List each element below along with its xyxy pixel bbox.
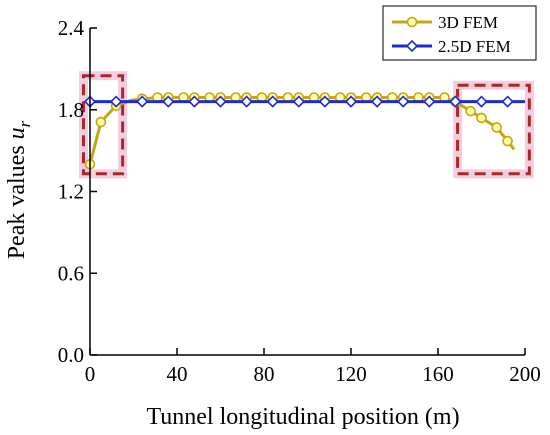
series-1-point-11	[370, 95, 384, 108]
series-1-point-9	[318, 95, 332, 108]
legend-label-3d: 3D FEM	[438, 13, 498, 32]
y-axis-title: Peak values ur	[4, 120, 34, 259]
series-layer	[83, 92, 525, 170]
series-1-point-3	[162, 95, 175, 108]
y-tick-label-0: 0.0	[58, 343, 84, 367]
x-tick-label-2: 80	[254, 362, 275, 386]
axes	[89, 28, 525, 356]
series-0-point-28	[465, 105, 476, 117]
series-1-point-4	[188, 95, 201, 108]
series-1-point-15	[475, 95, 488, 108]
y-tick-label-2: 1.2	[58, 180, 84, 204]
y-tick-label-1: 0.6	[58, 261, 84, 285]
highlight-boxes	[78, 71, 534, 179]
y-axis-title-text: Peak values	[4, 139, 30, 259]
x-tick-label-5: 200	[509, 362, 541, 386]
x-tick-label-0: 0	[85, 362, 96, 386]
y-tick-label-4: 2.4	[58, 16, 85, 40]
y-axis-title-symbol: u	[4, 127, 30, 139]
series-1-point-12	[397, 95, 410, 108]
y-tick-label-3: 1.8	[58, 98, 84, 122]
y-axis-title-subscript: r	[15, 120, 34, 127]
series-0-point-1	[95, 116, 107, 128]
legend-label-25d: 2.5D FEM	[438, 37, 511, 56]
series-1-point-14	[449, 95, 462, 108]
series-1-point-5	[214, 95, 227, 108]
legend-box	[382, 5, 537, 61]
series-1-point-16	[501, 95, 514, 108]
series-0-point-29	[476, 112, 487, 124]
series-1-point-6	[240, 95, 253, 108]
x-tick-label-1: 40	[167, 362, 188, 386]
legend: 3D FEM 2.5D FEM	[382, 5, 537, 61]
series-1-point-10	[344, 95, 358, 108]
series-1-point-1	[109, 95, 123, 108]
legend-marker-25d	[405, 39, 419, 53]
highlight-box-0	[81, 74, 125, 176]
highlight-box-1	[456, 83, 531, 176]
series-0-point-30	[491, 122, 503, 133]
x-axis-title: Tunnel longitudinal position (m)	[146, 404, 459, 430]
series-1-point-7	[266, 95, 279, 108]
x-tick-label-4: 160	[422, 362, 454, 386]
series-line-0	[88, 96, 516, 165]
ticks: 0 40 80 120 160 200 0.0 0.6 1.2 1.8 2.4	[58, 16, 541, 386]
series-1-point-2	[136, 95, 149, 108]
legend-marker-3d	[406, 16, 418, 28]
series-1-point-13	[423, 95, 436, 108]
series-0-point-31	[502, 135, 513, 147]
x-tick-label-3: 120	[335, 362, 367, 386]
series-1-point-8	[292, 95, 305, 108]
